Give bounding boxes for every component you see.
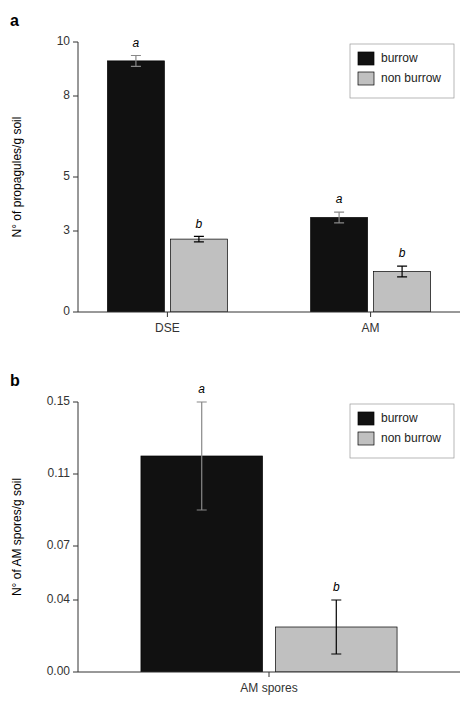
legend: burrow non burrow (350, 404, 454, 458)
y-tick-label: 0.04 (47, 592, 71, 606)
y-axis-label: N° of AM spores/g soil (10, 478, 24, 596)
x-tick-label: DSE (155, 321, 180, 335)
legend: burrow non burrow (350, 44, 454, 98)
panel-label: b (10, 372, 20, 389)
bar (170, 239, 227, 312)
figure: a N° of propagules/g soil 0 3 5 8 10 a a b b DSE AM b… (0, 0, 474, 723)
error-bar (397, 266, 407, 277)
y-tick-label: 0 (63, 304, 70, 318)
significance-label: a (198, 382, 205, 396)
legend-label: non burrow (381, 431, 441, 445)
y-axis (78, 42, 79, 312)
y-tick-label: 8 (63, 88, 70, 102)
y-tick-label: 0.15 (47, 394, 71, 408)
legend-swatch (358, 432, 374, 445)
y-tick (73, 474, 78, 475)
error-bar (194, 236, 204, 241)
y-tick-label: 10 (57, 34, 71, 48)
bar (311, 218, 368, 313)
panel: a N° of propagules/g soil 0 3 5 8 10 a a b b DSE AM b… (10, 12, 460, 335)
legend-swatch (358, 52, 374, 65)
y-tick-label: 0.07 (47, 538, 71, 552)
legend-swatch (358, 412, 374, 425)
y-tick (73, 402, 78, 403)
y-tick (73, 600, 78, 601)
x-tick (269, 672, 270, 677)
legend-label: burrow (381, 51, 418, 65)
x-tick (370, 312, 371, 317)
y-tick (73, 231, 78, 232)
bar (374, 272, 431, 313)
error-bar (331, 600, 341, 654)
y-tick (73, 177, 78, 178)
y-axis (78, 402, 79, 672)
y-axis-label: N° of propagules/g soil (10, 117, 24, 238)
x-axis (78, 312, 460, 313)
legend-frame (350, 44, 454, 98)
bar (107, 61, 164, 312)
y-tick-label: 0.11 (48, 466, 71, 480)
y-tick (73, 672, 78, 673)
panel-label: a (10, 12, 19, 29)
significance-label: b (196, 217, 203, 231)
panel: b N° of AM spores/g soil 0.00 0.04 0.07 0.11 0… (10, 372, 460, 695)
plot-area (141, 402, 397, 672)
legend-label: non burrow (381, 71, 441, 85)
x-tick (167, 312, 168, 317)
x-tick-label: AM (362, 321, 380, 335)
legend-frame (350, 404, 454, 458)
error-bar (131, 56, 141, 67)
y-tick-label: 0.00 (47, 664, 71, 678)
error-bar (334, 212, 344, 223)
legend-swatch (358, 72, 374, 85)
significance-label: a (336, 192, 343, 206)
y-tick (73, 96, 78, 97)
significance-label: b (333, 580, 340, 594)
legend-label: burrow (381, 411, 418, 425)
x-tick-label: AM spores (240, 681, 297, 695)
y-tick (73, 546, 78, 547)
y-tick (73, 312, 78, 313)
significance-label: b (399, 246, 406, 260)
y-tick-label: 5 (63, 169, 70, 183)
significance-label: a (133, 36, 140, 50)
error-bar (197, 402, 207, 510)
y-tick-label: 3 (63, 223, 70, 237)
y-tick (73, 42, 78, 43)
